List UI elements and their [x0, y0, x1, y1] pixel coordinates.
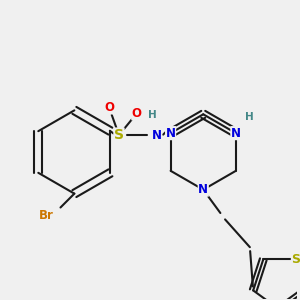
Text: Br: Br	[39, 209, 54, 222]
Text: N: N	[198, 183, 208, 196]
Text: O: O	[104, 101, 114, 114]
Text: H: H	[148, 110, 157, 120]
Text: H: H	[245, 112, 254, 122]
Text: N: N	[231, 127, 241, 140]
Text: O: O	[132, 107, 142, 120]
Text: S: S	[114, 128, 124, 142]
Text: S: S	[291, 253, 300, 266]
Text: N: N	[166, 127, 176, 140]
Text: N: N	[152, 129, 162, 142]
